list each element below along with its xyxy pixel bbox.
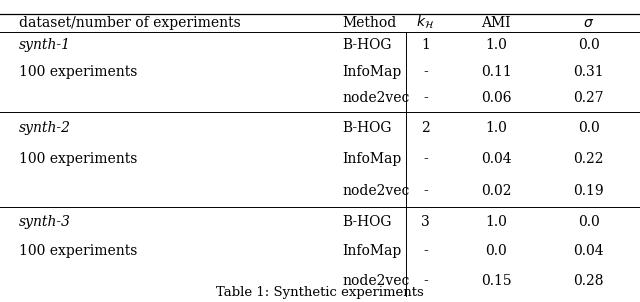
Text: InfoMap: InfoMap [342, 65, 402, 79]
Text: synth-1: synth-1 [19, 38, 71, 52]
Text: B-HOG: B-HOG [342, 38, 392, 52]
Text: 1.0: 1.0 [485, 215, 507, 229]
Text: B-HOG: B-HOG [342, 120, 392, 135]
Text: 0.04: 0.04 [573, 244, 604, 259]
Text: 3: 3 [421, 215, 430, 229]
Text: -: - [423, 152, 428, 166]
Text: 0.0: 0.0 [485, 244, 507, 259]
Text: InfoMap: InfoMap [342, 244, 402, 259]
Text: synth-2: synth-2 [19, 120, 71, 135]
Text: 1.0: 1.0 [485, 38, 507, 52]
Text: 100 experiments: 100 experiments [19, 152, 138, 166]
Text: Table 1: Synthetic experiments: Table 1: Synthetic experiments [216, 286, 424, 299]
Text: 1.0: 1.0 [485, 120, 507, 135]
Text: 0.28: 0.28 [573, 274, 604, 288]
Text: 0.02: 0.02 [481, 184, 511, 198]
Text: 0.27: 0.27 [573, 92, 604, 105]
Text: InfoMap: InfoMap [342, 152, 402, 166]
Text: -: - [423, 244, 428, 259]
Text: 0.19: 0.19 [573, 184, 604, 198]
Text: -: - [423, 92, 428, 105]
Text: 0.0: 0.0 [578, 38, 600, 52]
Text: 0.0: 0.0 [578, 215, 600, 229]
Text: 0.0: 0.0 [578, 120, 600, 135]
Text: 100 experiments: 100 experiments [19, 65, 138, 79]
Text: B-HOG: B-HOG [342, 215, 392, 229]
Text: Method: Method [342, 16, 397, 30]
Text: 0.04: 0.04 [481, 152, 511, 166]
Text: 0.06: 0.06 [481, 92, 511, 105]
Text: 0.11: 0.11 [481, 65, 511, 79]
Text: $k_{\mathcal{H}}$: $k_{\mathcal{H}}$ [417, 14, 435, 31]
Text: 2: 2 [421, 120, 430, 135]
Text: -: - [423, 65, 428, 79]
Text: dataset/number of experiments: dataset/number of experiments [19, 16, 241, 30]
Text: node2vec: node2vec [342, 184, 410, 198]
Text: AMI: AMI [481, 16, 511, 30]
Text: 0.31: 0.31 [573, 65, 604, 79]
Text: synth-3: synth-3 [19, 215, 71, 229]
Text: -: - [423, 274, 428, 288]
Text: 0.15: 0.15 [481, 274, 511, 288]
Text: 1: 1 [421, 38, 430, 52]
Text: -: - [423, 184, 428, 198]
Text: $\sigma$: $\sigma$ [583, 16, 595, 30]
Text: node2vec: node2vec [342, 274, 410, 288]
Text: 0.22: 0.22 [573, 152, 604, 166]
Text: node2vec: node2vec [342, 92, 410, 105]
Text: 100 experiments: 100 experiments [19, 244, 138, 259]
